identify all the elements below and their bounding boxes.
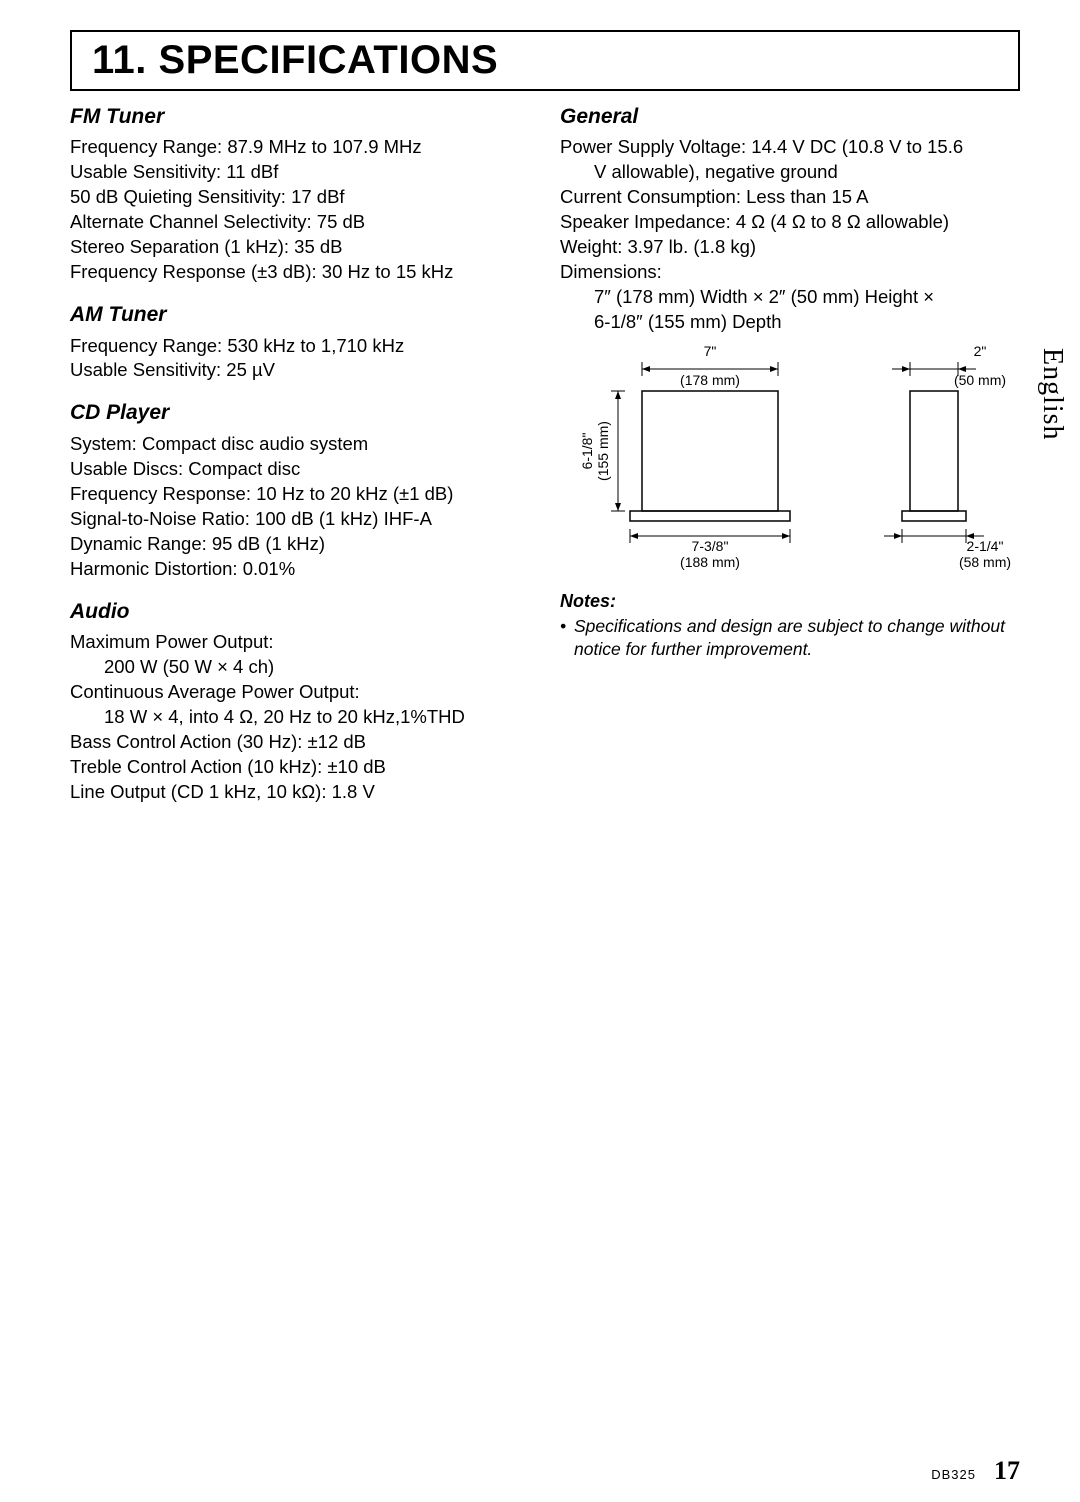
spec-line: 50 dB Quieting Sensitivity: 17 dBf — [70, 185, 530, 210]
notes-head: Notes: — [560, 589, 1020, 613]
title-box: 11. SPECIFICATIONS — [70, 30, 1020, 91]
spec-line: Bass Control Action (30 Hz): ±12 dB — [70, 730, 530, 755]
left-column: FM Tuner Frequency Range: 87.9 MHz to 10… — [70, 103, 530, 805]
side-view-diagram: 2" (50 mm) 2-1/4" (58 mm) — [840, 341, 1020, 571]
spec-line: Dimensions: — [560, 260, 1020, 285]
spec-line: Usable Sensitivity: 25 µV — [70, 358, 530, 383]
dim-label: (50 mm) — [954, 372, 1006, 388]
dim-label: (188 mm) — [680, 554, 740, 570]
spec-line: Current Consumption: Less than 15 A — [560, 185, 1020, 210]
page-number: 17 — [994, 1456, 1020, 1486]
spec-line: 7″ (178 mm) Width × 2″ (50 mm) Height × — [560, 285, 1020, 310]
spec-line: Frequency Response (±3 dB): 30 Hz to 15 … — [70, 260, 530, 285]
dim-label: (58 mm) — [959, 554, 1011, 570]
spec-line: Harmonic Distortion: 0.01% — [70, 557, 530, 582]
spec-line: Alternate Channel Selectivity: 75 dB — [70, 210, 530, 235]
dim-label: 7" — [704, 343, 717, 359]
page-title: 11. SPECIFICATIONS — [92, 38, 998, 83]
note-item: Specifications and design are subject to… — [560, 615, 1020, 661]
spec-line: Frequency Range: 87.9 MHz to 107.9 MHz — [70, 135, 530, 160]
audio-head: Audio — [70, 598, 530, 626]
am-tuner-head: AM Tuner — [70, 301, 530, 329]
dim-label: (178 mm) — [680, 372, 740, 388]
dimension-diagram: 7" (178 mm) 6-1/8" (155 mm) — [560, 341, 1020, 571]
spec-line: Stereo Separation (1 kHz): 35 dB — [70, 235, 530, 260]
spec-line: Maximum Power Output: — [70, 630, 530, 655]
spec-line: Usable Sensitivity: 11 dBf — [70, 160, 530, 185]
content-columns: FM Tuner Frequency Range: 87.9 MHz to 10… — [70, 103, 1020, 805]
spec-line: V allowable), negative ground — [560, 160, 1020, 185]
spec-line: 6-1/8″ (155 mm) Depth — [560, 310, 1020, 335]
spec-line: System: Compact disc audio system — [70, 432, 530, 457]
spec-line: Power Supply Voltage: 14.4 V DC (10.8 V … — [560, 135, 1020, 160]
model-number: DB325 — [931, 1467, 976, 1482]
front-view-diagram: 7" (178 mm) 6-1/8" (155 mm) — [560, 341, 820, 571]
dim-label: (155 mm) — [595, 421, 611, 481]
spec-line: Usable Discs: Compact disc — [70, 457, 530, 482]
right-column: General Power Supply Voltage: 14.4 V DC … — [560, 103, 1020, 805]
spec-line: Continuous Average Power Output: — [70, 680, 530, 705]
spec-line: Speaker Impedance: 4 Ω (4 Ω to 8 Ω allow… — [560, 210, 1020, 235]
cd-player-head: CD Player — [70, 399, 530, 427]
language-tab: English — [1036, 348, 1068, 441]
dim-label: 2" — [974, 343, 987, 359]
spec-line: Line Output (CD 1 kHz, 10 kΩ): 1.8 V — [70, 780, 530, 805]
dim-label: 6-1/8" — [579, 433, 595, 470]
spec-line: 18 W × 4, into 4 Ω, 20 Hz to 20 kHz,1%TH… — [70, 705, 530, 730]
spec-line: Weight: 3.97 lb. (1.8 kg) — [560, 235, 1020, 260]
page-footer: DB325 17 — [931, 1456, 1020, 1486]
dim-label: 2-1/4" — [967, 538, 1004, 554]
general-head: General — [560, 103, 1020, 131]
spec-line: Frequency Range: 530 kHz to 1,710 kHz — [70, 334, 530, 359]
spec-line: Frequency Response: 10 Hz to 20 kHz (±1 … — [70, 482, 530, 507]
spec-line: Treble Control Action (10 kHz): ±10 dB — [70, 755, 530, 780]
fm-tuner-head: FM Tuner — [70, 103, 530, 131]
spec-line: Signal-to-Noise Ratio: 100 dB (1 kHz) IH… — [70, 507, 530, 532]
spec-line: Dynamic Range: 95 dB (1 kHz) — [70, 532, 530, 557]
spec-line: 200 W (50 W × 4 ch) — [70, 655, 530, 680]
dim-label: 7-3/8" — [692, 538, 729, 554]
